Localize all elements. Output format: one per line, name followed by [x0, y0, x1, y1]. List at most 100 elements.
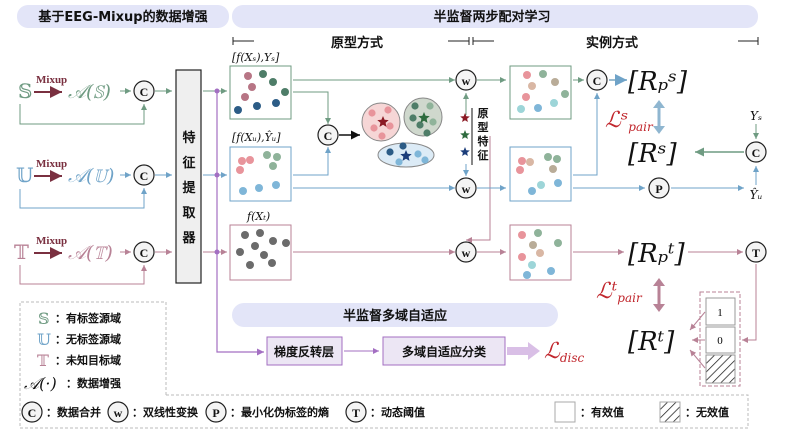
feature-point — [268, 259, 276, 267]
source-labels: Yₛ — [750, 109, 762, 123]
prototype-star-icon — [460, 113, 470, 122]
svg-text:w: w — [462, 246, 471, 260]
feature-point — [526, 158, 534, 166]
svg-text:w: w — [462, 74, 471, 88]
svg-text:C: C — [752, 146, 761, 160]
unlabeled-transformed-box — [509, 146, 572, 202]
bilinear-operator-icon: w — [455, 241, 477, 263]
bilinear-operator-icon: w — [455, 69, 477, 91]
feature-point — [241, 93, 249, 101]
feature-point — [516, 166, 524, 174]
feature-point — [550, 99, 558, 107]
adaptation-header-pill — [232, 303, 558, 327]
concat-operator-icon: C — [133, 164, 155, 186]
feature-point — [536, 249, 544, 257]
target-feature-label: f(Xₜ) — [246, 210, 270, 223]
svg-text:w: w — [114, 406, 123, 420]
augment-header-pill — [17, 5, 229, 28]
svg-text:C: C — [28, 406, 37, 420]
feature-point — [554, 239, 562, 247]
svg-text:C: C — [140, 169, 149, 183]
legend-T-symbol: 𝕋 — [37, 351, 49, 370]
target-augment-row: 𝕋 Mixup 𝒜(𝕋) — [14, 235, 172, 285]
feature-point — [553, 155, 561, 163]
target-domain-symbol: 𝕋 — [14, 240, 29, 264]
prototype-star-icon — [418, 112, 430, 123]
augment-title: 基于EEG-Mixup的数据增强 — [37, 9, 207, 25]
svg-text:C: C — [140, 85, 149, 99]
svg-text:器: 器 — [181, 231, 196, 246]
svg-text:C: C — [593, 74, 602, 88]
feature-point — [269, 162, 277, 170]
classifier-label: 多域自适应分类 — [402, 344, 487, 359]
unlabeled-augment-row: 𝕌 Mixup 𝒜(𝕌) — [16, 158, 172, 209]
concat-operator-icon: C — [317, 124, 339, 146]
adaptation-title: 半监督多域自适应 — [343, 308, 447, 324]
concat-operator-icon: C — [133, 241, 155, 263]
bilinear-operator-icon: w — [455, 177, 477, 199]
pair-loss-source: ℒˢpair — [605, 108, 654, 134]
svg-text:P: P — [655, 182, 662, 196]
feature-point — [256, 229, 264, 237]
feature-point — [529, 241, 537, 249]
source-domain-symbol: 𝕊 — [18, 79, 32, 103]
legend-invalid-swatch — [659, 401, 681, 423]
concat-operator-icon: C — [21, 401, 43, 423]
svg-text:T: T — [352, 406, 360, 420]
legend-A: ：数据增强 — [66, 376, 121, 390]
feature-point — [272, 181, 280, 189]
legend-valid-swatch — [554, 401, 576, 423]
feature-extractor — [175, 69, 202, 284]
feature-point — [549, 165, 557, 173]
svg-text:w: w — [462, 182, 471, 196]
feature-point — [272, 99, 280, 107]
feature-point — [269, 237, 277, 245]
mask-value-0: 0 — [717, 335, 723, 347]
feature-point — [518, 231, 526, 239]
cluster-point — [399, 142, 407, 150]
unlabeled-feature-box — [229, 146, 292, 202]
feature-point — [236, 248, 244, 256]
legend-w: ：双线性变换 — [132, 405, 199, 419]
pairing-header-pill — [232, 5, 758, 28]
domain-classifier — [382, 336, 506, 366]
cluster-point — [411, 102, 419, 110]
legend-P: ：最小化伪标签的熵 — [230, 405, 329, 419]
feature-point — [523, 271, 531, 279]
concat-operator-icon: C — [745, 141, 767, 163]
cluster-point — [368, 109, 376, 117]
prototype-target-result: [Rₚᵗ] — [628, 239, 686, 269]
svg-text:特: 特 — [182, 130, 195, 146]
prototype-features-label: 原 型 特 征 — [478, 107, 489, 162]
legend-S: ：有标签源域 — [55, 311, 121, 325]
source-augment-row: 𝕊 Mixup 𝒜(𝕊) — [18, 74, 172, 125]
cluster-point — [395, 158, 403, 166]
svg-text:征: 征 — [478, 148, 489, 162]
svg-text:原: 原 — [478, 107, 489, 120]
cluster-point — [423, 129, 431, 137]
threshold-mask-column — [699, 291, 741, 387]
unlabeled-domain-symbol: 𝕌 — [16, 163, 33, 187]
mask-invalid-cell — [705, 354, 736, 384]
svg-text:取: 取 — [182, 206, 196, 221]
legend-valid: ：有效值 — [580, 405, 624, 419]
svg-text:征: 征 — [182, 155, 195, 171]
feature-point — [255, 184, 263, 192]
concat-operator-icon: C — [586, 69, 608, 91]
svg-text:型: 型 — [478, 120, 489, 134]
legend-U-symbol: 𝕌 — [37, 330, 51, 349]
grl-label: 梯度反转层 — [274, 344, 334, 359]
feature-point — [251, 242, 259, 250]
cluster-point — [384, 106, 392, 114]
unlabeled-feature-label: [f(Xᵤ),Ŷᵤ] — [232, 130, 281, 144]
source-feature-label: [f(Xₛ),Yₛ] — [232, 51, 280, 64]
feature-point — [522, 93, 530, 101]
svg-text:T: T — [752, 246, 760, 260]
feature-point — [554, 179, 562, 187]
mixup-label: Mixup — [36, 158, 67, 170]
mask-valid-cell — [705, 297, 736, 326]
feature-point — [246, 261, 254, 269]
feature-point — [528, 82, 536, 90]
feature-point — [537, 181, 545, 189]
